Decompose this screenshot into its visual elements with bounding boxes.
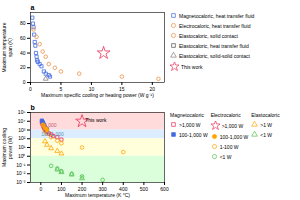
svg-text:10⁻²: 10⁻² [16,170,26,176]
svg-text:10: 10 [88,86,95,93]
svg-text:10⁻³: 10⁻³ [16,179,26,185]
svg-text:80: 80 [20,20,26,26]
svg-text:>1,000: >1,000 [41,122,57,128]
svg-text:40: 40 [20,50,26,56]
svg-text:b: b [31,104,35,111]
html-text:This work: This work [181,63,203,70]
svg-text:Maximum temperature: Maximum temperature [1,22,8,73]
html-text:100-1,000 W: 100-1,000 W [179,131,208,138]
svg-text:10⁰: 10⁰ [18,153,26,159]
svg-text:100-1,000: 100-1,000 [41,131,64,137]
svg-text:10⁵: 10⁵ [18,109,26,115]
html-text:Elastocaloric, heat transfer f: Elastocaloric, heat transfer fluid [179,42,249,49]
svg-text:10¹: 10¹ [18,144,26,150]
svg-text:span (K): span (K) [7,38,13,57]
svg-text:0: 0 [29,86,32,92]
svg-text:400: 400 [119,186,128,193]
html-text:<1 W: <1 W [260,131,273,138]
html-text:Elastocaloric: Elastocaloric [251,112,280,118]
html-text:Electrocaloric, heat transfer: Electrocaloric, heat transfer fluid [179,22,251,29]
svg-text:15: 15 [119,86,125,93]
svg-text:This work: This work [85,117,107,123]
svg-text:0: 0 [23,79,26,85]
svg-text:Maximum cooling: Maximum cooling [1,128,8,167]
svg-text:20: 20 [20,64,26,70]
svg-text:Maximum specific cooling or he: Maximum specific cooling or heating powe… [41,92,154,98]
html-text:Magnetocaloric: Magnetocaloric [170,112,204,118]
svg-text:10⁻¹: 10⁻¹ [16,162,26,168]
svg-text:300: 300 [98,186,107,193]
svg-text:10²: 10² [18,135,26,141]
svg-text:10³: 10³ [18,127,26,133]
svg-text:200: 200 [77,186,87,193]
html-text:<1 W: <1 W [219,153,232,160]
html-text:>1,000 W: >1,000 W [221,122,244,129]
svg-text:a: a [31,4,35,11]
html-text:Elastocaloric, solid contact: Elastocaloric, solid contact [179,32,238,39]
html-text:Elastocaloric, solid-solid con: Elastocaloric, solid-solid contact [179,52,250,59]
svg-text:0: 0 [39,186,42,192]
svg-text:20: 20 [149,86,156,93]
svg-text:power (W): power (W) [7,136,13,159]
svg-text:100: 100 [57,186,66,193]
html-text:Electrocaloric: Electrocaloric [210,112,241,118]
html-text:Magnetocaloric, heat transfer: Magnetocaloric, heat transfer fluid [179,12,255,19]
svg-text:600: 600 [160,186,169,192]
svg-text:5: 5 [59,86,63,93]
svg-text:60: 60 [20,35,26,41]
svg-text:10⁴: 10⁴ [18,118,26,124]
html-text:1-100 W: 1-100 W [219,143,239,150]
svg-text:500: 500 [140,186,149,192]
html-text:>1,000 W: >1,000 W [179,121,201,128]
html-text:100-1,000 W: 100-1,000 W [219,133,249,140]
svg-text:Maximum temperature (K °C): Maximum temperature (K °C) [65,192,130,198]
html-text:>1 W: >1 W [260,121,273,128]
